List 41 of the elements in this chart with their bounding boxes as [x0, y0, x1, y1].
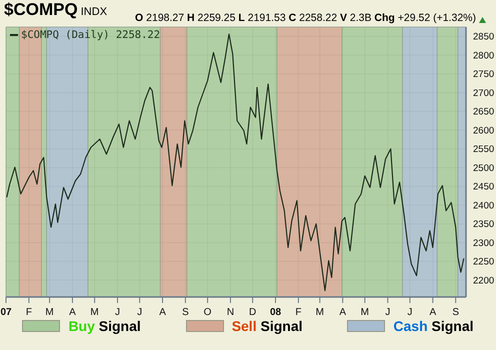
x-tick-label: M	[90, 307, 99, 318]
x-tick-label: J	[407, 307, 412, 318]
x-tick-label: F	[26, 307, 32, 318]
legend-label: Sell Signal	[232, 318, 302, 334]
y-tick-label: 2300	[473, 238, 494, 249]
x-tick-label: M	[316, 307, 324, 318]
y-tick-label: 2250	[473, 256, 494, 268]
legend-label: $COMPQ (Daily) 2258.22	[21, 29, 160, 41]
x-tick-label: A	[159, 307, 166, 318]
x-tick-label: A	[339, 307, 346, 318]
x-tick-label: S	[452, 307, 460, 318]
y-tick-label: 2400	[473, 200, 494, 212]
y-tick-label: 2850	[473, 32, 494, 43]
y-tick-label: 2750	[473, 69, 494, 80]
x-tick-label: A	[429, 307, 436, 318]
x-tick-label: N	[226, 307, 234, 318]
y-tick-label: 2500	[473, 162, 494, 174]
y-tick-label: 2800	[473, 50, 494, 62]
x-tick-label: J	[385, 307, 390, 318]
legend-label: Buy Signal	[68, 318, 141, 334]
y-tick-label: 2550	[473, 144, 494, 156]
x-tick-label: J	[137, 307, 142, 318]
y-tick-label: 2650	[473, 106, 494, 118]
x-tick-label: M	[360, 307, 370, 318]
x-tick-label: F	[295, 307, 302, 318]
legend-label: Cash Signal	[393, 318, 474, 334]
y-tick-label: 2200	[473, 275, 494, 286]
x-tick-label: J	[114, 307, 120, 318]
x-tick-label: M	[45, 307, 54, 318]
x-tick-label: S	[182, 307, 190, 318]
y-tick-label: 2700	[473, 88, 494, 99]
x-tick-label: 07	[0, 307, 12, 318]
y-tick-label: 2600	[473, 125, 494, 136]
y-tick-label: 2350	[473, 219, 494, 230]
chart-title: $COMPQ INDX	[4, 0, 108, 19]
x-tick-label: D	[248, 307, 256, 318]
x-tick-label: O	[204, 307, 212, 318]
x-tick-label: A	[69, 307, 76, 318]
text: O 2198.27 H 2259.25 L 2191.53 C 2258.22 V 2.3B Chg +29.52 (+1.32%)	[135, 12, 476, 24]
y-tick-label: 2450	[473, 182, 494, 193]
x-tick-label: 08	[270, 307, 282, 318]
